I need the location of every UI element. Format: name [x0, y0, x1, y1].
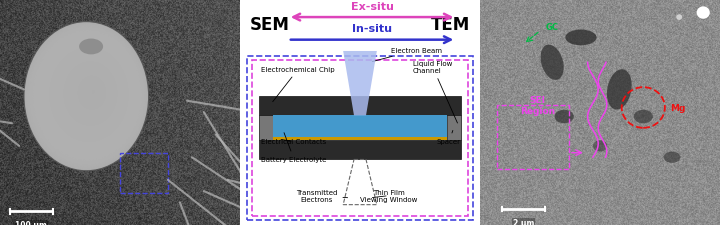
Ellipse shape: [40, 38, 136, 153]
Text: Thin Film
Viewing Window: Thin Film Viewing Window: [360, 189, 418, 202]
Ellipse shape: [58, 57, 122, 133]
Ellipse shape: [37, 35, 138, 157]
Ellipse shape: [48, 47, 130, 144]
Bar: [259, 141, 461, 160]
Text: 2 μm: 2 μm: [513, 218, 534, 225]
Bar: [252, 61, 468, 216]
Ellipse shape: [664, 152, 680, 163]
Ellipse shape: [92, 91, 94, 94]
Ellipse shape: [565, 30, 597, 46]
Bar: [274, 138, 446, 141]
Ellipse shape: [54, 52, 125, 137]
Ellipse shape: [88, 87, 98, 99]
Bar: [259, 97, 461, 116]
Ellipse shape: [63, 62, 117, 126]
Ellipse shape: [86, 85, 99, 100]
Ellipse shape: [76, 75, 107, 112]
Text: Electrochemical Chip: Electrochemical Chip: [261, 67, 335, 102]
Text: Electrical Contacts: Electrical Contacts: [261, 139, 327, 145]
Ellipse shape: [79, 39, 103, 55]
Ellipse shape: [541, 45, 564, 81]
Ellipse shape: [91, 89, 96, 95]
Text: GC: GC: [546, 22, 559, 32]
Ellipse shape: [68, 67, 114, 121]
Ellipse shape: [69, 68, 112, 119]
Ellipse shape: [65, 64, 116, 124]
Ellipse shape: [607, 70, 631, 110]
Ellipse shape: [24, 22, 148, 171]
Bar: [259, 116, 274, 141]
Ellipse shape: [53, 51, 126, 139]
Bar: [274, 116, 446, 141]
Text: TEM: TEM: [431, 16, 471, 34]
Ellipse shape: [84, 82, 102, 104]
Ellipse shape: [47, 45, 130, 145]
Text: In-situ: In-situ: [352, 24, 392, 34]
Ellipse shape: [593, 141, 607, 152]
Ellipse shape: [42, 41, 134, 150]
Text: Spacer: Spacer: [437, 131, 461, 145]
Text: Ex-situ: Ex-situ: [351, 2, 393, 12]
Ellipse shape: [73, 72, 109, 115]
Ellipse shape: [78, 76, 106, 110]
Ellipse shape: [28, 27, 145, 166]
Ellipse shape: [66, 65, 115, 123]
Ellipse shape: [24, 22, 148, 171]
Ellipse shape: [34, 32, 141, 160]
Ellipse shape: [27, 25, 146, 168]
Ellipse shape: [30, 28, 144, 164]
Ellipse shape: [676, 15, 683, 21]
Ellipse shape: [89, 88, 97, 97]
Text: SEI
Region: SEI Region: [521, 96, 555, 116]
Bar: [120, 153, 168, 194]
Ellipse shape: [554, 110, 574, 124]
Ellipse shape: [45, 44, 132, 147]
Ellipse shape: [25, 24, 148, 169]
Bar: [247, 56, 473, 220]
Ellipse shape: [71, 70, 112, 118]
Polygon shape: [343, 52, 377, 116]
Text: 100 μm: 100 μm: [15, 220, 47, 225]
Bar: [446, 116, 461, 141]
Ellipse shape: [35, 34, 140, 158]
Ellipse shape: [634, 110, 653, 124]
Ellipse shape: [82, 81, 102, 105]
Ellipse shape: [75, 74, 108, 113]
Ellipse shape: [85, 84, 100, 102]
Ellipse shape: [60, 58, 120, 131]
Ellipse shape: [63, 61, 118, 128]
Text: Battery Electrolyte: Battery Electrolyte: [261, 133, 327, 163]
Ellipse shape: [81, 79, 104, 107]
Text: SEM: SEM: [249, 16, 289, 34]
Text: Electron Beam: Electron Beam: [372, 48, 442, 62]
Ellipse shape: [51, 50, 127, 140]
Text: Liquid Flow
Channel: Liquid Flow Channel: [413, 61, 457, 124]
Ellipse shape: [72, 71, 110, 116]
Ellipse shape: [32, 31, 142, 161]
Ellipse shape: [57, 55, 123, 134]
Ellipse shape: [38, 37, 138, 155]
Text: Mg: Mg: [670, 104, 685, 112]
Ellipse shape: [31, 30, 143, 163]
Ellipse shape: [50, 48, 128, 142]
Text: Transmitted
Electrons: Transmitted Electrons: [296, 189, 348, 202]
Ellipse shape: [697, 7, 710, 20]
Ellipse shape: [41, 40, 135, 152]
Ellipse shape: [79, 78, 105, 108]
Ellipse shape: [44, 43, 133, 148]
Ellipse shape: [55, 54, 124, 136]
Ellipse shape: [61, 59, 120, 129]
Bar: [497, 106, 569, 169]
